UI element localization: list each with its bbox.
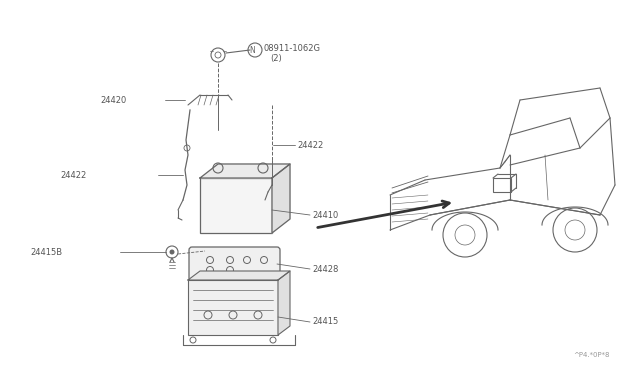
Polygon shape [188,271,290,280]
Text: 24420: 24420 [100,96,126,105]
Text: ^P4.*0P*8: ^P4.*0P*8 [573,352,610,358]
Bar [200,178,272,233]
Bar [188,280,278,335]
Text: 24422: 24422 [297,141,323,150]
Text: 08911-1062G: 08911-1062G [264,44,321,52]
Circle shape [170,250,175,254]
Bar [493,178,511,192]
Polygon shape [272,164,290,233]
FancyBboxPatch shape [189,247,280,281]
Text: 24415: 24415 [312,317,339,327]
Text: 24422: 24422 [60,170,86,180]
Polygon shape [200,164,290,178]
Text: 24410: 24410 [312,211,339,219]
Polygon shape [278,271,290,335]
Text: 24428: 24428 [312,264,339,273]
Text: 24415B: 24415B [30,247,62,257]
Text: N: N [249,45,255,55]
Text: (2): (2) [270,54,282,62]
